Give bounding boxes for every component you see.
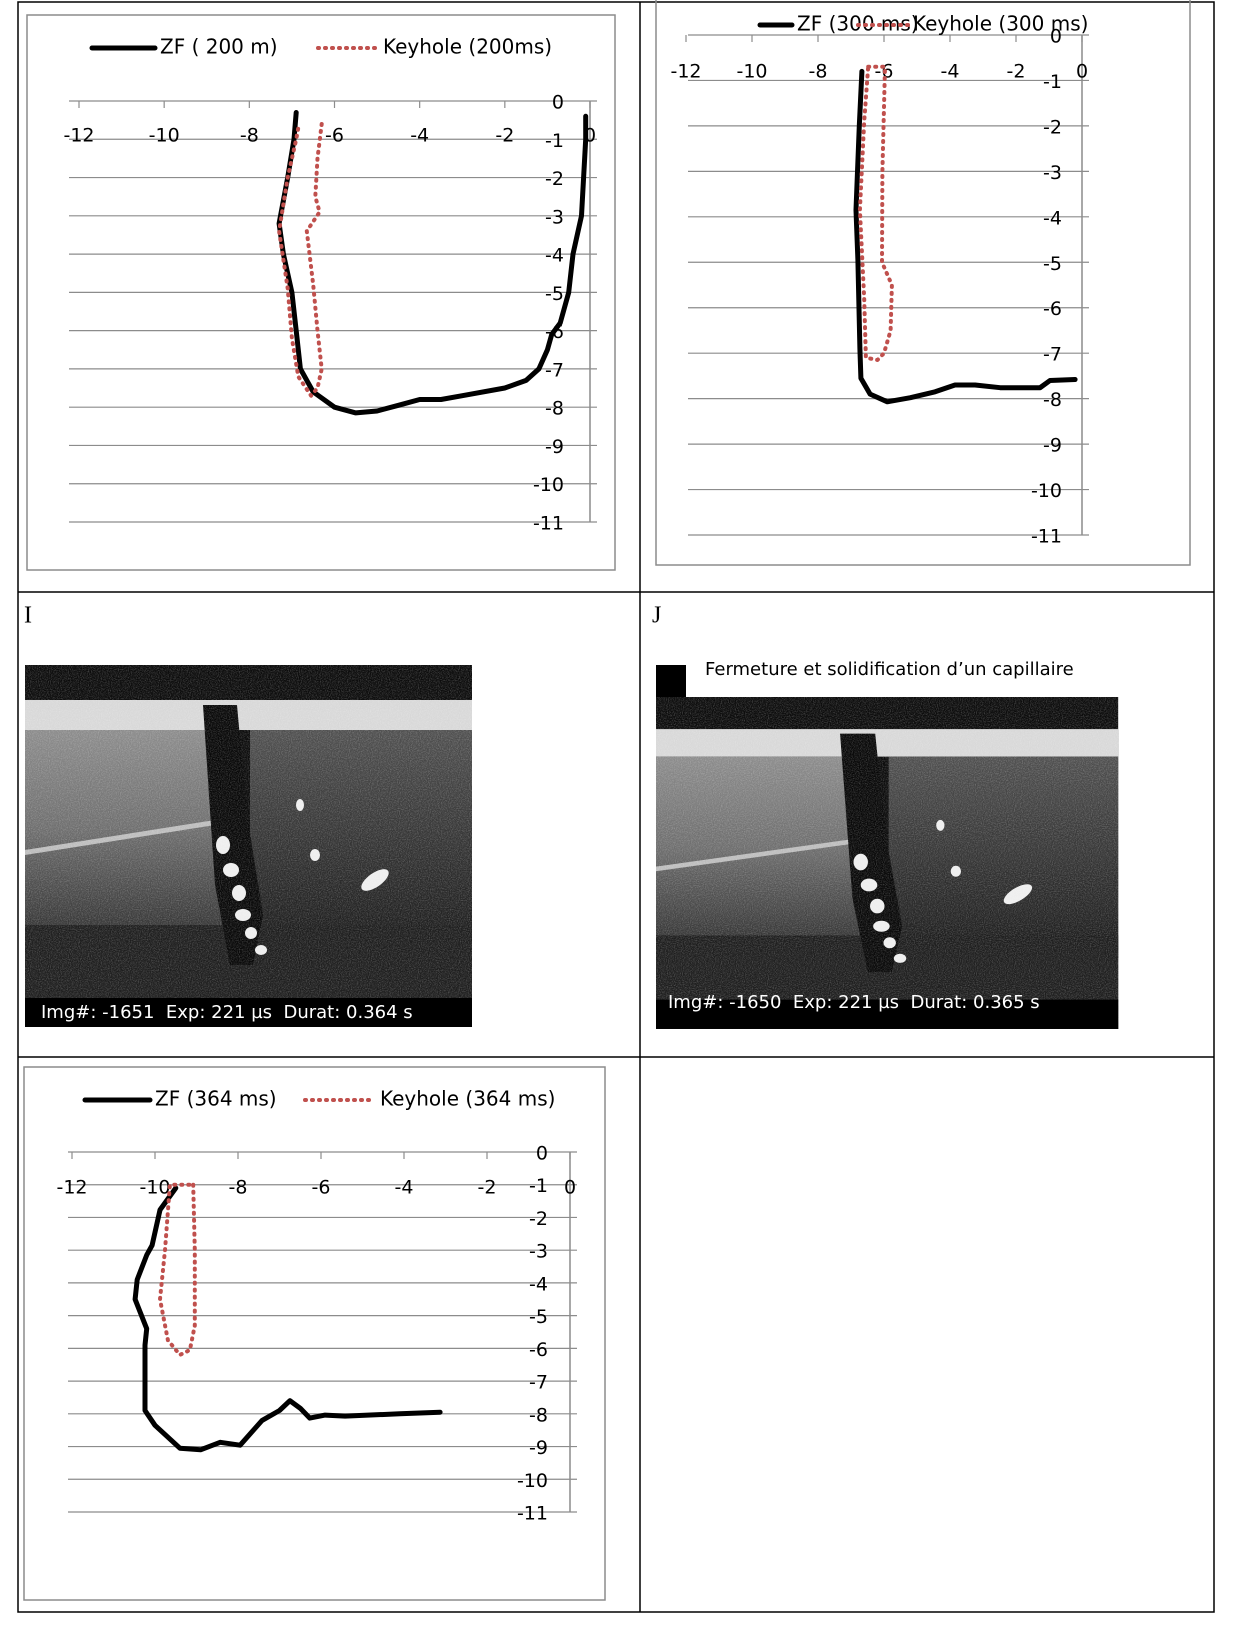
chart-border [655,0,1191,566]
y-tick-label: -8 [529,1404,548,1426]
y-tick-label: -11 [517,1503,548,1525]
data-line [857,64,894,362]
y-tick-label: -5 [529,1306,548,1328]
legend-label: Keyhole (364 ms) [380,1087,555,1111]
x-tick-label: -4 [941,61,960,83]
data-line [158,1182,197,1357]
x-tick-label: -10 [149,125,180,147]
panel-label: I [24,603,32,629]
tab [656,665,686,697]
y-tick-label: -2 [529,1208,548,1230]
y-tick-label: -7 [545,359,564,381]
x-tick-label: 0 [564,1177,576,1199]
y-tick-label: -6 [1043,298,1062,320]
y-tick-label: -9 [1043,435,1062,457]
y-tick-label: -8 [545,398,564,420]
chart-border [23,1066,606,1601]
y-tick-label: -3 [1043,162,1062,184]
x-tick-label: -8 [809,61,828,83]
legend-label: ZF ( 200 m) [160,35,278,59]
y-tick-label: 0 [536,1143,548,1165]
camera-frame [656,697,1119,1029]
y-tick-label: -7 [529,1372,548,1394]
data-line [276,110,589,416]
y-tick-label: -11 [533,513,564,535]
y-tick-label: -9 [529,1437,548,1459]
data-line [132,1185,443,1453]
y-tick-label: -4 [1043,207,1062,229]
y-tick-label: -4 [545,245,564,267]
y-tick-label: -5 [545,283,564,305]
y-tick-label: -10 [517,1470,548,1492]
y-tick-label: -1 [529,1175,548,1197]
y-tick-label: 0 [552,92,564,114]
data-line [853,68,1078,405]
y-tick-label: -11 [1031,526,1062,548]
y-tick-label: -8 [1043,389,1062,411]
y-tick-label: -4 [529,1273,548,1295]
image-caption: Img#: -1651 Exp: 221 µs Durat: 0.364 s [41,1002,413,1023]
chart-border [26,14,616,571]
x-tick-label: -8 [240,125,259,147]
y-tick-label: -5 [1043,253,1062,275]
x-tick-label: -12 [63,125,94,147]
x-tick-label: -10 [736,61,767,83]
x-tick-label: -10 [139,1177,170,1199]
x-tick-label: -2 [1007,61,1026,83]
x-tick-label: -2 [478,1177,497,1199]
y-tick-label: -2 [545,168,564,190]
legend-label: Keyhole (300 ms) [913,12,1088,36]
y-tick-label: -1 [545,130,564,152]
x-tick-label: -6 [325,125,344,147]
y-tick-label: -2 [1043,116,1062,138]
x-tick-label: -4 [395,1177,414,1199]
x-tick-label: -6 [312,1177,331,1199]
y-tick-label: -3 [529,1241,548,1263]
y-tick-label: 0 [1050,26,1062,48]
legend-label: ZF (364 ms) [155,1087,277,1111]
x-tick-label: 0 [1076,61,1088,83]
camera-frame [25,665,472,1027]
data-line [277,122,324,398]
y-tick-label: -7 [1043,344,1062,366]
legend-label: Keyhole (200ms) [383,35,552,59]
y-tick-label: -10 [533,474,564,496]
panel-label: J [652,603,661,629]
y-tick-label: -1 [1043,71,1062,93]
y-tick-label: -3 [545,206,564,228]
x-tick-label: -2 [495,125,514,147]
x-tick-label: -8 [229,1177,248,1199]
x-tick-label: -4 [410,125,429,147]
y-tick-label: -6 [529,1339,548,1361]
y-tick-label: -10 [1031,480,1062,502]
y-tick-label: -9 [545,436,564,458]
table-frame [17,1,1215,1613]
image-caption: Img#: -1650 Exp: 221 µs Durat: 0.365 s [668,992,1040,1013]
x-tick-label: -12 [56,1177,87,1199]
x-tick-label: -12 [670,61,701,83]
image-title: Fermeture et solidification d’un capilla… [705,659,1074,680]
